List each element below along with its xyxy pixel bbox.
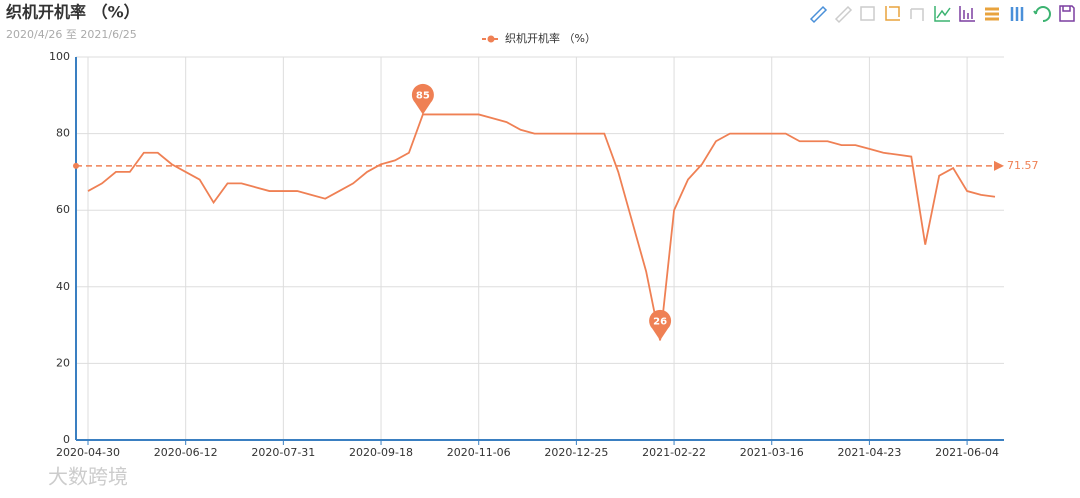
legend-dot — [487, 35, 495, 43]
y-tick-label: 40 — [56, 280, 70, 293]
mark-point — [649, 309, 672, 341]
y-tick-label: 20 — [56, 356, 70, 369]
tool-icon[interactable] — [959, 6, 975, 22]
tool-icon[interactable] — [910, 8, 924, 21]
mark-point-label: 85 — [416, 90, 430, 101]
x-tick-label: 2020-09-18 — [349, 446, 413, 459]
x-tick-label: 2020-11-06 — [447, 446, 511, 459]
y-tick-label: 60 — [56, 203, 70, 216]
x-tick-label: 2021-03-16 — [740, 446, 804, 459]
tool-icon[interactable] — [834, 5, 853, 24]
y-tick-label: 80 — [56, 127, 70, 140]
chart-title: 织机开机率 （%） — [6, 3, 140, 22]
chart-subtitle: 2020/4/26 至 2021/6/25 — [6, 28, 137, 41]
y-tick-label: 0 — [63, 433, 70, 446]
toolbox — [809, 5, 1075, 24]
legend-label: 织机开机率 （%） — [505, 31, 596, 45]
tool-icon[interactable] — [1010, 7, 1024, 21]
x-tick-label: 2021-02-22 — [642, 446, 706, 459]
tool-icon[interactable] — [885, 6, 900, 21]
x-tick-label: 2020-07-31 — [251, 446, 315, 459]
tool-icon[interactable] — [1059, 5, 1075, 22]
x-tick-label: 2021-06-04 — [935, 446, 999, 459]
x-tick-label: 2020-04-30 — [56, 446, 120, 459]
tool-icon[interactable] — [860, 6, 875, 21]
x-tick-label: 2020-06-12 — [154, 446, 218, 459]
average-start — [73, 162, 79, 169]
average-label: 71.57 — [1007, 159, 1039, 172]
tool-icon[interactable] — [809, 5, 828, 24]
tool-icon[interactable] — [934, 6, 951, 22]
watermark: 大数跨境 — [48, 465, 128, 489]
series-line — [87, 113, 996, 341]
average-arrow — [994, 160, 1004, 171]
y-tick-label: 100 — [49, 50, 70, 63]
mark-point — [411, 83, 434, 115]
x-tick-label: 2020-12-25 — [544, 446, 608, 459]
tool-icon[interactable] — [1033, 6, 1051, 22]
x-tick-label: 2021-04-23 — [837, 446, 901, 459]
tool-icon[interactable] — [985, 7, 999, 21]
mark-point-label: 26 — [653, 316, 667, 327]
